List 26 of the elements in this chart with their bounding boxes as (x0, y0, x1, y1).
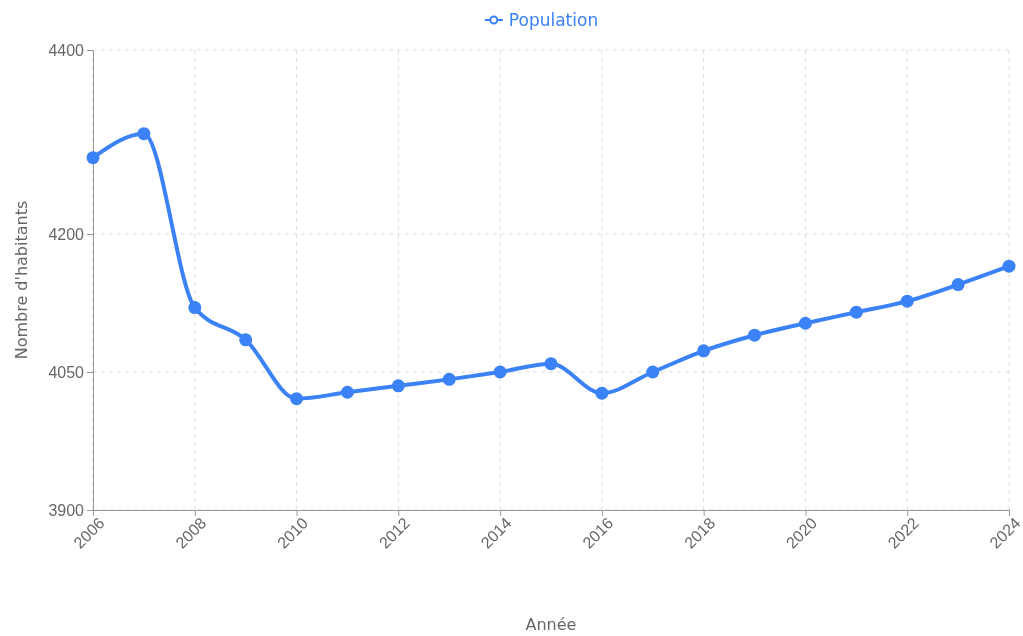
point (646, 365, 660, 379)
point (900, 294, 914, 308)
legend-label: Population (508, 10, 599, 30)
point (239, 333, 253, 347)
x-axis-title: Année (525, 615, 577, 634)
point (137, 127, 151, 141)
point (86, 151, 100, 165)
y-axis-title: Nombre d'habitants (12, 200, 31, 360)
point (290, 392, 304, 406)
point (442, 372, 456, 386)
point (391, 379, 405, 393)
y-tick-label: 3900 (48, 501, 85, 519)
point (188, 301, 202, 315)
point (340, 385, 354, 399)
point (544, 357, 558, 371)
point (798, 316, 812, 330)
point (849, 305, 863, 319)
y-tick-label: 4400 (48, 41, 85, 59)
y-tick-label: 4050 (48, 363, 85, 381)
point (1002, 259, 1016, 273)
point (493, 365, 507, 379)
point (595, 386, 609, 400)
point (951, 278, 965, 292)
point (748, 328, 762, 342)
point (697, 344, 711, 358)
y-tick-label: 4200 (48, 225, 85, 243)
